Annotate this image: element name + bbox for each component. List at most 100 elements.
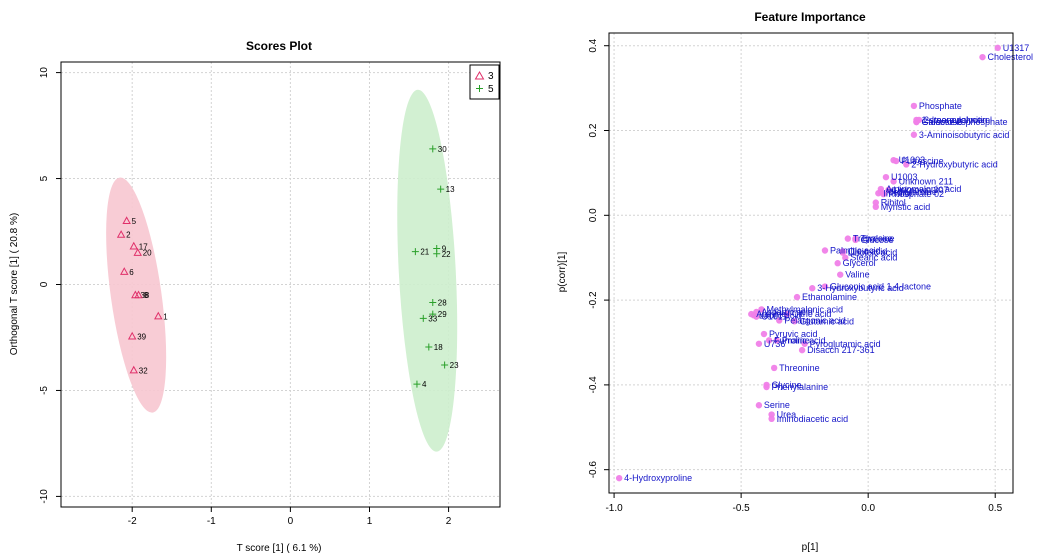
feature-point-label: 2-lmonopalmitin [924, 115, 988, 125]
feature-point [765, 337, 773, 344]
feature-point-label: Oleic acid [848, 246, 888, 256]
scores-legend: 3 5 [469, 64, 500, 100]
score-point-label: 13 [446, 185, 455, 194]
feature-point-label: Galactose [921, 117, 962, 127]
legend-label-5: 5 [488, 84, 494, 95]
score-point-triangle [133, 248, 142, 256]
scores-x-tick-label: -2 [128, 516, 137, 527]
feature-point-label: Pyroglutamic acid [810, 339, 881, 349]
feature-point [791, 318, 798, 325]
score-point-label: 39 [137, 332, 146, 341]
feature-point-label: Gluconic acid 1,4-lactone [830, 282, 931, 292]
feature-y-tick-label: 0.4 [588, 38, 599, 52]
feature-x-tick-label: 0.5 [988, 503, 1002, 514]
feature-importance-plot: Feature Importance p[1] p(corr)[1] U1317… [557, 10, 1033, 553]
score-point-triangle [129, 365, 139, 374]
feature-point-label: Disacch 217-361 [807, 345, 875, 355]
feature-point [834, 260, 841, 267]
score-point-plus [429, 310, 437, 318]
feature-x-tick-label: 0.0 [861, 503, 875, 514]
feature-plot-title: Feature Importance [754, 10, 866, 24]
score-point-label: 4 [422, 380, 427, 389]
feature-point-label: Linoleic acid [848, 248, 898, 258]
score-point-label: 17 [139, 242, 148, 251]
feature-point-label: Pelargonic acid [784, 315, 846, 325]
score-point-label: 28 [438, 299, 447, 308]
feature-point [753, 313, 760, 320]
feature-point-label: Palmitic acid [830, 245, 881, 255]
score-point-label: 18 [434, 343, 443, 352]
feature-point-label: 4-Hydroxyproline [624, 473, 692, 483]
scores-x-tick-label: 0 [288, 516, 294, 527]
feature-point-label: Unknown 307 [893, 185, 948, 195]
score-point-plus [437, 185, 445, 193]
feature-point [994, 44, 1001, 52]
feature-point-label: Aminomalonic acid [886, 184, 962, 194]
score-point-plus [413, 380, 421, 388]
scores-y-tick-label: 0 [39, 281, 50, 287]
feature-point [839, 249, 846, 256]
feature-point [885, 186, 892, 194]
score-point-plus [429, 145, 437, 153]
feature-point [809, 285, 816, 292]
feature-point-label: Threonine [779, 363, 820, 373]
feature-point [844, 235, 852, 242]
feature-point-label: U1011 [761, 312, 787, 322]
feature-point-label: Trehalose [853, 234, 893, 244]
feature-point-label: Putrescine [901, 156, 944, 166]
score-point-label: 29 [438, 310, 447, 319]
feature-point-label: 1-stearoylglycerol [921, 115, 992, 125]
feature-point [875, 190, 882, 197]
scores-y-axis-label: Orthogonal T score [1] ( 20.8 %) [9, 213, 20, 355]
feature-point-label: Phenylalanine [772, 382, 829, 392]
feature-point [842, 254, 849, 261]
feature-point [801, 340, 808, 347]
score-point-triangle [127, 331, 137, 340]
feature-point-label: Inositol [883, 188, 912, 198]
feature-point-label: Fumaric acid [774, 335, 826, 345]
feature-point-label: Urea [777, 410, 797, 420]
feature-point-label: Phosphate [919, 101, 962, 111]
feature-y-axis-label: p(corr)[1] [557, 251, 568, 292]
feature-point [882, 173, 890, 181]
score-point-label: 2 [126, 231, 131, 240]
feature-x-tick-label: -0.5 [733, 503, 751, 514]
scores-y-tick-label: -10 [39, 489, 50, 504]
legend-triangle-marker [474, 70, 485, 80]
scores-y-tick-label: -5 [39, 386, 50, 395]
feature-plot-frame [608, 32, 1014, 494]
feature-point-label: Methylmalonic acid [766, 304, 843, 314]
feature-point [821, 247, 829, 254]
feature-point-label: Serine [764, 400, 790, 410]
feature-point-label: Alanine [756, 309, 786, 319]
score-point-label: 23 [450, 361, 459, 370]
feature-point [763, 383, 770, 391]
score-point-plus [419, 314, 427, 322]
scores-x-tick-label: 2 [446, 516, 452, 527]
feature-gridlines [609, 33, 1013, 493]
feature-point-label: Proline [782, 335, 810, 345]
feature-y-tick-label: -0.4 [588, 376, 599, 394]
scores-plot-frame [60, 61, 501, 508]
score-point-triangle [116, 230, 126, 238]
feature-point [776, 317, 783, 324]
feature-point-label: Ribitol [881, 198, 906, 208]
feature-point-label: Aspartic acid [761, 307, 813, 317]
score-point-triangle [134, 290, 143, 299]
score-point-label: 33 [428, 314, 437, 323]
score-point-triangle [154, 311, 163, 320]
legend-plus-marker [476, 85, 483, 92]
feature-point [768, 415, 775, 423]
scores-x-axis-label: T score [1] ( 6.1 %) [237, 543, 322, 554]
feature-y-tick-label: -0.6 [588, 461, 599, 479]
score-point-plus [425, 343, 433, 351]
feature-point [615, 474, 623, 482]
feature-point [773, 337, 780, 344]
feature-point [913, 118, 920, 126]
feature-point-label: U1003 [891, 172, 918, 182]
scores-y-tick-label: 10 [39, 67, 50, 79]
feature-point-label: Glucose-6-phosphate [921, 117, 1007, 127]
